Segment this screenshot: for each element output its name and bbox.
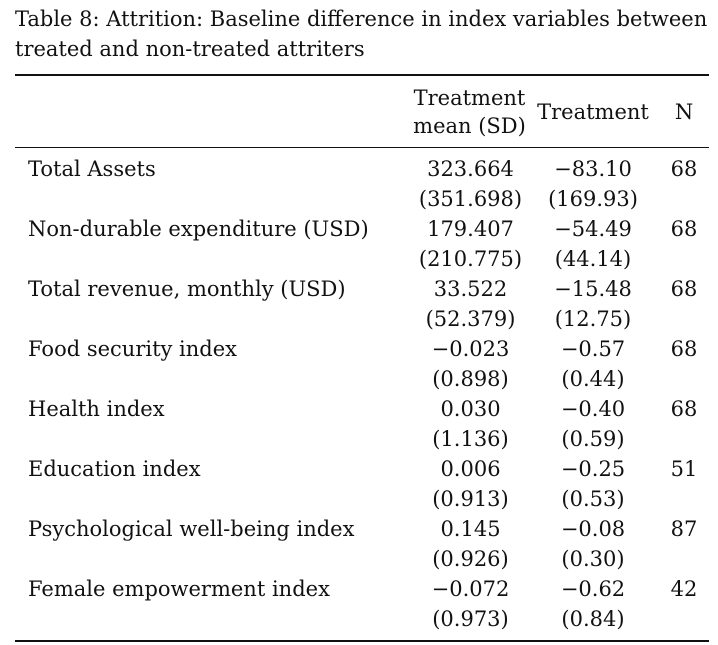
top-rule <box>15 74 709 76</box>
treatment-effect-value: −0.62 <box>560 577 626 601</box>
sample-size-value: 42 <box>670 577 698 601</box>
header-n: N <box>674 100 694 124</box>
sample-size-value: 87 <box>670 517 698 541</box>
table-body: Total Assets 323.664 −83.10 68 (351.698)… <box>15 154 709 634</box>
treatment-mean-value: 0.145 <box>440 517 501 541</box>
table-row: Total revenue, monthly (USD) 33.522 −15.… <box>15 274 709 334</box>
row-label: Non-durable expenditure (USD) <box>28 217 369 241</box>
treatment-mean-value: −0.023 <box>431 337 510 361</box>
treatment-effect-value: −83.10 <box>554 157 632 181</box>
treatment-mean-value: −0.072 <box>431 577 510 601</box>
header-treatment-mean-sd: Treatment mean (SD) <box>392 84 547 140</box>
treatment-se-value: (0.59) <box>561 427 625 451</box>
treatment-mean-value: 0.006 <box>440 457 501 481</box>
treatment-sd-value: (351.698) <box>418 187 523 211</box>
table-row: Total Assets 323.664 −83.10 68 (351.698)… <box>15 154 709 214</box>
treatment-sd-value: (1.136) <box>432 427 509 451</box>
sample-size-value: 68 <box>670 337 698 361</box>
treatment-effect-value: −0.40 <box>560 397 626 421</box>
treatment-effect-value: −15.48 <box>554 277 632 301</box>
table-row: Non-durable expenditure (USD) 179.407 −5… <box>15 214 709 274</box>
treatment-sd-value: (0.898) <box>432 367 509 391</box>
sample-size-value: 68 <box>670 277 698 301</box>
treatment-effect-value: −0.25 <box>560 457 626 481</box>
bottom-rule <box>15 640 709 642</box>
row-label: Total revenue, monthly (USD) <box>28 277 346 301</box>
treatment-sd-value: (0.913) <box>432 487 509 511</box>
treatment-se-value: (0.30) <box>561 547 625 571</box>
treatment-mean-value: 0.030 <box>440 397 501 421</box>
row-label: Food security index <box>28 337 238 361</box>
table-row: Education index 0.006 −0.25 51 (0.913) (… <box>15 454 709 514</box>
row-label: Psychological well-being index <box>28 517 355 541</box>
table-caption: Table 8: Attrition: Baseline difference … <box>15 7 708 61</box>
row-label: Health index <box>28 397 165 421</box>
row-label: Female empowerment index <box>28 577 330 601</box>
treatment-mean-value: 179.407 <box>427 217 514 241</box>
header-treatment-mean-sd-text: Treatment mean (SD) <box>413 86 526 138</box>
table-row: Health index 0.030 −0.40 68 (1.136) (0.5… <box>15 394 709 454</box>
table-row: Female empowerment index −0.072 −0.62 42… <box>15 574 709 634</box>
table-row: Psychological well-being index 0.145 −0.… <box>15 514 709 574</box>
header-treatment: Treatment <box>537 100 649 124</box>
treatment-mean-value: 33.522 <box>433 277 508 301</box>
treatment-sd-value: (52.379) <box>425 307 516 331</box>
treatment-effect-value: −0.08 <box>560 517 626 541</box>
row-label: Education index <box>28 457 201 481</box>
header-rule <box>15 147 709 148</box>
sample-size-value: 68 <box>670 397 698 421</box>
treatment-mean-value: 323.664 <box>427 157 514 181</box>
sample-size-value: 68 <box>670 157 698 181</box>
sample-size-value: 51 <box>670 457 698 481</box>
treatment-se-value: (0.53) <box>561 487 625 511</box>
treatment-sd-value: (210.775) <box>418 247 523 271</box>
treatment-effect-value: −0.57 <box>560 337 626 361</box>
treatment-se-value: (0.84) <box>561 607 625 631</box>
treatment-sd-value: (0.973) <box>432 607 509 631</box>
treatment-se-value: (0.44) <box>561 367 625 391</box>
treatment-effect-value: −54.49 <box>554 217 632 241</box>
sample-size-value: 68 <box>670 217 698 241</box>
treatment-se-value: (169.93) <box>548 187 638 211</box>
treatment-se-value: (44.14) <box>554 247 632 271</box>
table-row: Food security index −0.023 −0.57 68 (0.8… <box>15 334 709 394</box>
row-label: Total Assets <box>28 157 156 181</box>
treatment-sd-value: (0.926) <box>432 547 509 571</box>
treatment-se-value: (12.75) <box>554 307 632 331</box>
